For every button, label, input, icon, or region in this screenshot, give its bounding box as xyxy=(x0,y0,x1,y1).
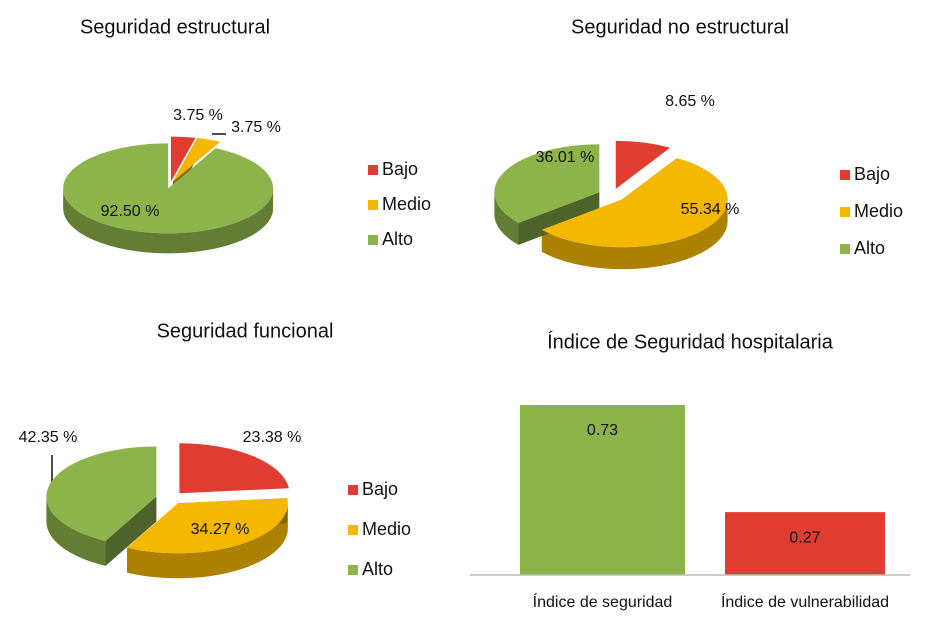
legend-label: Bajo xyxy=(382,159,418,179)
legend-swatch xyxy=(368,235,378,245)
data-label: 42.35 % xyxy=(19,429,78,446)
legend-swatch xyxy=(840,170,850,180)
data-label: 3.75 % xyxy=(173,107,223,124)
legend-swatch xyxy=(840,207,850,217)
legend-label: Bajo xyxy=(362,479,398,499)
legend-label: Alto xyxy=(362,559,393,579)
chart-title: Seguridad estructural xyxy=(80,16,270,38)
data-label: 34.27 % xyxy=(191,521,250,538)
legend-swatch xyxy=(348,525,358,535)
pie-slice-wall xyxy=(518,192,600,245)
legend-swatch xyxy=(368,165,378,175)
pie-slice xyxy=(46,446,157,541)
legend-swatch xyxy=(840,244,850,254)
data-label: 92.50 % xyxy=(101,203,160,220)
bar xyxy=(520,405,685,575)
chart-title: Seguridad funcional xyxy=(157,320,334,342)
data-label: 0.27 xyxy=(789,529,820,546)
chart-title: Seguridad no estructural xyxy=(571,16,789,38)
chart-title: Índice de Seguridad hospitalaria xyxy=(547,330,834,353)
data-label: 55.34 % xyxy=(681,201,740,218)
pie-slice-side xyxy=(46,496,106,566)
pie-slice xyxy=(615,140,671,189)
legend-swatch xyxy=(348,485,358,495)
pie-slice xyxy=(170,136,196,182)
data-label: 3.75 % xyxy=(231,119,281,136)
pie-slice xyxy=(494,144,600,223)
data-label: 36.01 % xyxy=(536,149,595,166)
legend-label: Medio xyxy=(362,519,411,539)
legend-label: Medio xyxy=(382,194,431,214)
data-label: 8.65 % xyxy=(665,93,715,110)
pie-slice xyxy=(63,143,274,234)
legend-swatch xyxy=(368,200,378,210)
pie-slice xyxy=(541,158,728,248)
legend-label: Bajo xyxy=(854,164,890,184)
pie-slice xyxy=(126,498,288,554)
x-tick-label: Índice de seguridad xyxy=(533,592,673,611)
data-label: 0.73 xyxy=(587,422,618,439)
pie-slice xyxy=(172,138,221,182)
data-label: 23.38 % xyxy=(243,429,302,446)
pie-slice-side xyxy=(63,188,274,254)
legend-label: Medio xyxy=(854,201,903,221)
pie-slice xyxy=(179,443,289,494)
pie-slice-side xyxy=(541,199,728,270)
x-tick-label: Índice de vulnerabilidad xyxy=(721,592,889,611)
pie-slice-side xyxy=(494,192,519,245)
pie-slice-side xyxy=(126,503,288,579)
legend-swatch xyxy=(348,565,358,575)
pie-slice-wall xyxy=(105,496,157,566)
legend-label: Alto xyxy=(382,229,413,249)
legend-label: Alto xyxy=(854,238,885,258)
bar xyxy=(725,512,885,575)
